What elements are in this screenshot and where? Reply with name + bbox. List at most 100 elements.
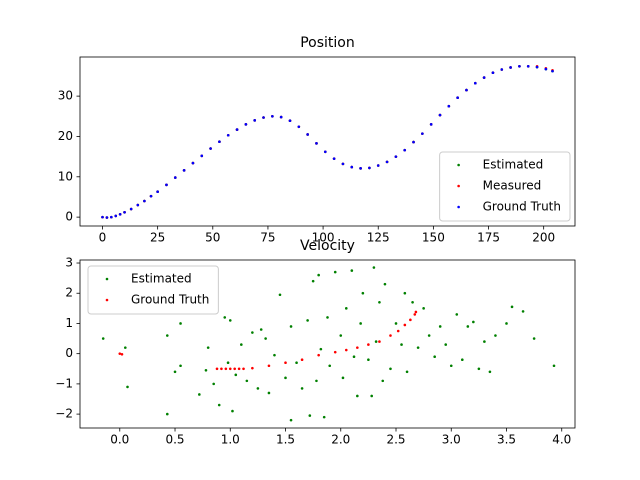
legend-label: Measured xyxy=(483,179,542,193)
data-point xyxy=(218,140,221,144)
data-point xyxy=(120,352,124,356)
data-point xyxy=(279,115,283,119)
data-point xyxy=(259,328,263,331)
data-point xyxy=(518,64,521,68)
data-point xyxy=(491,71,495,75)
data-point xyxy=(328,364,332,368)
data-point xyxy=(198,393,201,396)
data-point xyxy=(245,379,249,383)
data-point xyxy=(396,329,400,333)
data-point xyxy=(368,166,371,170)
data-point xyxy=(405,370,409,374)
x-tick-label: 1.5 xyxy=(276,433,295,447)
data-point xyxy=(240,343,243,346)
x-tick-label: 0.5 xyxy=(165,433,184,447)
data-point xyxy=(532,337,536,340)
data-point xyxy=(284,361,287,365)
data-point xyxy=(267,391,271,395)
data-point xyxy=(356,346,359,349)
data-point xyxy=(306,319,309,322)
data-point xyxy=(295,361,298,365)
data-point xyxy=(376,164,380,167)
data-point xyxy=(179,364,182,368)
data-point xyxy=(385,160,389,164)
data-point xyxy=(500,68,504,71)
x-tick-label: 3.0 xyxy=(442,433,461,447)
x-tick-label: 2.5 xyxy=(386,433,405,447)
data-point xyxy=(350,165,354,169)
data-point xyxy=(289,418,293,422)
data-point xyxy=(101,215,104,219)
data-point xyxy=(447,104,451,108)
data-point xyxy=(317,273,320,277)
x-tick-label: 150 xyxy=(422,231,445,245)
data-point xyxy=(264,337,267,340)
data-point xyxy=(374,340,378,343)
data-point xyxy=(317,353,320,357)
data-point xyxy=(114,214,118,218)
data-point xyxy=(223,316,227,319)
data-point xyxy=(126,385,129,389)
legend: Estimated Ground Truth xyxy=(87,265,219,315)
data-point xyxy=(344,307,348,310)
chart-title: Position xyxy=(300,35,355,51)
data-point xyxy=(414,310,418,314)
y-tick-label: 3 xyxy=(65,256,73,270)
data-point xyxy=(271,114,274,118)
data-point xyxy=(460,358,464,362)
data-point xyxy=(149,194,153,198)
data-point xyxy=(544,67,548,71)
data-point xyxy=(237,367,241,371)
data-point xyxy=(253,119,257,122)
data-point xyxy=(333,350,337,354)
data-point xyxy=(242,367,245,371)
chart-title: Velocity xyxy=(300,238,355,254)
axes-frame xyxy=(79,259,576,429)
data-point xyxy=(370,394,373,398)
data-point xyxy=(182,169,186,172)
data-point xyxy=(165,334,169,337)
data-point xyxy=(444,343,448,346)
data-point xyxy=(322,415,326,419)
data-point xyxy=(308,414,312,417)
legend-marker xyxy=(105,277,109,281)
x-tick-label: 200 xyxy=(532,231,555,245)
data-point xyxy=(403,323,407,327)
data-point xyxy=(136,203,140,207)
data-point xyxy=(465,88,468,92)
data-point xyxy=(429,123,433,126)
data-point xyxy=(315,379,318,383)
data-point xyxy=(361,291,365,295)
y-tick-label: 0 xyxy=(65,346,73,360)
data-point xyxy=(278,293,282,297)
data-point xyxy=(129,207,133,211)
data-point xyxy=(233,367,236,371)
legend-marker xyxy=(457,163,460,167)
data-point xyxy=(473,81,477,85)
legend-marker xyxy=(105,298,109,302)
data-point xyxy=(319,347,323,351)
y-tick-label: 10 xyxy=(58,169,73,183)
legend-label: Ground Truth xyxy=(483,200,561,214)
data-point xyxy=(409,318,412,322)
axes-frame xyxy=(79,56,576,227)
data-point xyxy=(552,364,556,368)
data-point xyxy=(488,370,492,374)
data-point xyxy=(403,291,407,295)
data-point xyxy=(394,155,398,158)
data-point xyxy=(156,190,159,194)
data-point xyxy=(403,148,407,152)
data-point xyxy=(311,279,315,283)
data-point xyxy=(315,142,318,145)
data-point xyxy=(378,340,381,343)
x-tick-label: 0 xyxy=(99,231,107,245)
y-tick-label: 1 xyxy=(65,316,73,330)
data-point xyxy=(123,210,126,214)
data-point xyxy=(297,125,301,129)
data-point xyxy=(472,320,475,324)
data-point xyxy=(433,355,436,358)
data-point xyxy=(267,364,271,368)
data-point xyxy=(422,307,425,310)
legend-marker xyxy=(457,184,460,188)
data-point xyxy=(256,387,260,390)
